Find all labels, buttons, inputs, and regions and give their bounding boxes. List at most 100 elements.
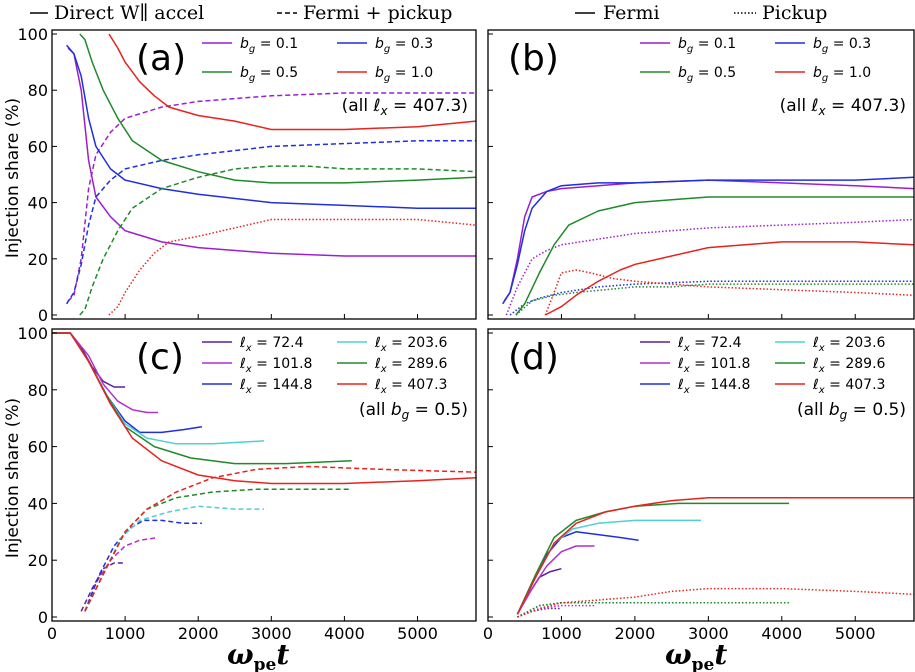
series-line <box>515 283 914 316</box>
x-tick-label: 4000 <box>761 624 802 643</box>
x-tick-label: 2000 <box>178 624 219 643</box>
panel-annotation: (all bg = 0.5) <box>359 400 468 422</box>
y-tick-label: 0 <box>38 608 48 627</box>
panel-legend: bg = 0.1 bg = 0.3 bg = 0.5 bg = 1.0 <box>202 36 433 84</box>
legend-entry: bg = 0.5 <box>678 65 736 84</box>
series-line <box>517 602 701 618</box>
x-label-t: t <box>714 638 727 671</box>
panel-annotation: (all ℓx = 407.3) <box>780 96 906 118</box>
series-line <box>544 269 914 316</box>
chart-panel-2: (b) bg = 0.1 bg = 0.3 bg = 0.5 bg = 1.0 (all … <box>487 29 915 320</box>
y-tick-label: 100 <box>17 324 48 343</box>
legend-entry: bg = 0.1 <box>240 36 298 55</box>
x-axis-label-right: ωpet <box>665 638 727 672</box>
series-group <box>516 496 914 618</box>
y-axis-label-top: Injection share (%) <box>3 98 23 258</box>
series-line <box>67 92 476 302</box>
legend-entry: ℓx = 72.4 <box>677 335 742 354</box>
legend-entry: ℓx = 407.3 <box>374 377 447 396</box>
legend-entry: bg = 1.0 <box>375 65 433 84</box>
series-group <box>65 33 476 316</box>
x-tick-label: 0 <box>47 624 57 643</box>
series-line <box>502 176 914 305</box>
panel-label: (c) <box>136 337 184 378</box>
series-line <box>516 567 562 615</box>
y-tick-label: 0 <box>38 306 48 325</box>
series-line <box>515 196 914 316</box>
series-line <box>509 280 914 316</box>
svg-text:ωpet: ωpet <box>665 638 727 672</box>
panel-annotation: (all ℓx = 407.3) <box>342 96 468 118</box>
top-legend-right: Fermi Pickup <box>575 2 827 24</box>
plot-frame <box>487 328 915 622</box>
y-tick-label: 20 <box>28 551 48 570</box>
panel-label: (b) <box>508 38 559 79</box>
legend-entry: ℓx = 72.4 <box>239 335 304 354</box>
legend-entry: bg = 0.5 <box>240 65 298 84</box>
legend-entry: ℓx = 144.8 <box>677 377 750 396</box>
chart-panel-4: 0 1000 2000 3000 4000 5000 (d) ℓx = 72.4 ℓx = 20… <box>483 328 915 643</box>
legend-entry: bg = 0.3 <box>813 36 871 55</box>
legend-label-direct: Direct W∥ accel <box>54 2 204 24</box>
y-axis-label-bottom: Injection share (%) <box>3 398 23 558</box>
x-tick-label: 0 <box>483 624 493 643</box>
y-tick-label: 40 <box>28 494 48 513</box>
series-line <box>516 496 914 615</box>
series-line <box>52 332 476 485</box>
y-tick-label: 20 <box>28 250 48 269</box>
x-label-sub: pe <box>692 655 715 672</box>
panel-annotation: (all bg = 0.5) <box>797 400 906 422</box>
panel-legend: bg = 0.1 bg = 0.3 bg = 0.5 bg = 1.0 <box>640 36 871 84</box>
x-tick-label: 3000 <box>688 624 729 643</box>
panel-legend: ℓx = 72.4 ℓx = 203.6 ℓx = 101.8 ℓx = 289.6 ℓ… <box>640 335 886 396</box>
x-label-t: t <box>276 638 289 671</box>
series-line <box>79 165 476 316</box>
legend-entry: ℓx = 203.6 <box>812 335 886 354</box>
plot-frame <box>51 328 477 622</box>
legend-entry: bg = 0.1 <box>678 36 736 55</box>
series-line <box>517 602 790 618</box>
series-group <box>52 332 476 612</box>
legend-entry: ℓx = 144.8 <box>239 377 312 396</box>
y-tick-label: 80 <box>28 381 48 400</box>
legend-entry: ℓx = 289.6 <box>374 356 448 375</box>
series-line <box>84 536 159 612</box>
series-line <box>65 140 476 305</box>
x-tick-label: 1000 <box>541 624 582 643</box>
legend-label-fermi-pickup: Fermi + pickup <box>303 2 452 24</box>
y-tick-label: 80 <box>28 81 48 100</box>
series-line <box>108 218 476 316</box>
panel-label: (a) <box>136 38 186 79</box>
series-line <box>80 562 126 612</box>
panel-legend: ℓx = 72.4 ℓx = 203.6 ℓx = 101.8 ℓx = 289.6 ℓ… <box>202 335 448 396</box>
series-line <box>66 44 476 209</box>
series-line <box>505 218 914 316</box>
series-line <box>108 33 476 131</box>
legend-entry: bg = 1.0 <box>813 65 871 84</box>
x-tick-label: 2000 <box>615 624 656 643</box>
legend-entry: ℓx = 203.6 <box>374 335 448 354</box>
series-line <box>503 179 914 302</box>
plot-frame <box>51 29 477 320</box>
legend-label-pickup: Pickup <box>762 2 827 24</box>
legend-label-fermi: Fermi <box>603 2 660 24</box>
top-legend-left: Direct W∥ accel Fermi + pickup <box>30 2 452 24</box>
series-line <box>84 465 476 612</box>
x-label-omega: ω <box>665 638 692 671</box>
x-tick-label: 5000 <box>835 624 876 643</box>
series-group <box>502 176 914 316</box>
legend-entry: ℓx = 101.8 <box>677 356 750 375</box>
x-tick-label: 5000 <box>397 624 438 643</box>
x-label-sub: pe <box>254 655 277 672</box>
y-tick-label: 60 <box>28 438 48 457</box>
legend-entry: ℓx = 101.8 <box>239 356 312 375</box>
legend-entry: ℓx = 289.6 <box>812 356 886 375</box>
series-line <box>79 33 476 184</box>
plot-frame <box>487 29 915 320</box>
y-tick-label: 40 <box>28 194 48 213</box>
series-line <box>516 545 595 615</box>
svg-text:ωpet: ωpet <box>227 638 289 672</box>
